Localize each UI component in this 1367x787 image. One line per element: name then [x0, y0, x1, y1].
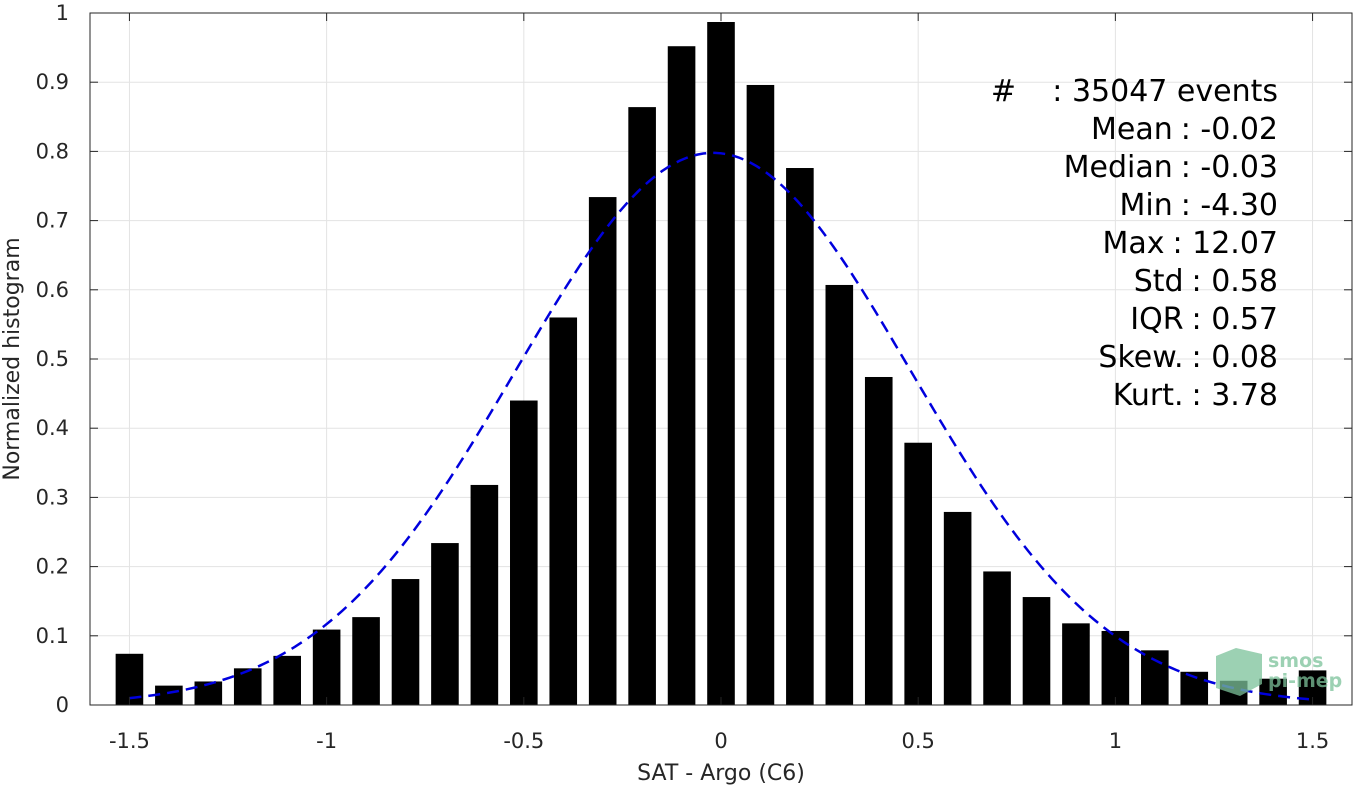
x-tick-label: -1	[316, 729, 337, 753]
histogram-bar	[1022, 597, 1051, 705]
histogram-bar	[628, 107, 656, 705]
logo-text-line1: smos	[1268, 650, 1323, 672]
histogram-bar	[233, 668, 262, 705]
histogram-bar	[352, 617, 380, 705]
x-axis-label: SAT - Argo (C6)	[637, 761, 805, 786]
y-axis-label: Normalized histogram	[0, 237, 25, 480]
histogram-bar	[510, 400, 538, 705]
stat-key: Kurt.	[1113, 378, 1184, 413]
y-tick-label: 0.7	[36, 209, 69, 233]
stat-value: : 3.78	[1192, 378, 1278, 413]
histogram-bar	[194, 681, 223, 705]
histogram-bar	[1062, 623, 1090, 705]
histogram-bar	[983, 571, 1011, 705]
stat-key: Std	[1134, 264, 1184, 299]
histogram-bar	[470, 484, 499, 705]
stat-key: IQR	[1130, 302, 1183, 337]
x-tick-label: -0.5	[503, 729, 544, 753]
histogram-bar	[904, 442, 932, 705]
logo-mark	[1216, 648, 1262, 696]
stat-key: Min	[1120, 188, 1173, 223]
histogram-bar	[391, 579, 420, 705]
stat-key: Median	[1064, 150, 1173, 185]
histogram-bar	[549, 317, 578, 705]
y-tick-label: 0.3	[36, 485, 69, 509]
y-tick-label: 0.8	[36, 139, 69, 163]
histogram-bar	[431, 543, 459, 705]
stat-value: : 35047 events	[1052, 74, 1278, 109]
stat-value: : 12.07	[1172, 226, 1278, 261]
stat-value: : 0.08	[1192, 340, 1278, 375]
smos-pi-mep-logo: smos pi-mep	[1216, 648, 1342, 696]
stat-value: : -0.02	[1181, 112, 1278, 147]
logo-text-line2: pi-mep	[1268, 670, 1342, 692]
x-tick-label: 1	[1109, 729, 1122, 753]
x-tick-labels: -1.5 -1 -0.5 0 0.5 1 1.5	[109, 729, 1329, 753]
y-tick-label: 0.4	[36, 416, 69, 440]
histogram-bar	[864, 376, 893, 705]
y-tick-label: 1	[56, 1, 69, 25]
histogram-bar	[746, 84, 775, 705]
y-tick-label: 0.9	[36, 70, 69, 94]
stat-key: Mean	[1091, 112, 1173, 147]
histogram-bar	[312, 629, 341, 705]
x-tick-label: 1.5	[1296, 729, 1329, 753]
histogram-bar	[1141, 650, 1169, 705]
stat-value: : 0.57	[1192, 302, 1278, 337]
x-tick-label: 0	[714, 729, 727, 753]
stat-key: Max	[1102, 226, 1164, 261]
histogram-bar	[273, 655, 301, 705]
stat-value: : 0.58	[1192, 264, 1278, 299]
axis-ticks	[90, 12, 1352, 706]
histogram-bars	[115, 21, 1327, 706]
histogram-bar	[667, 46, 696, 705]
y-tick-label: 0.2	[36, 555, 69, 579]
histogram-bar	[825, 284, 854, 705]
x-tick-label: -1.5	[109, 729, 150, 753]
histogram-bar	[1259, 678, 1287, 705]
histogram-bar	[943, 511, 972, 705]
y-tick-label: 0	[56, 693, 69, 717]
stat-key: #	[991, 74, 1016, 109]
y-tick-labels: 0 0.1 0.2 0.3 0.4 0.5 0.6 0.7 0.8 0.9 1	[36, 1, 69, 717]
histogram-bar	[786, 168, 814, 705]
stat-key: Skew.	[1098, 340, 1183, 375]
histogram-bar	[707, 21, 735, 706]
gaussian-fit-curve	[129, 151, 1313, 701]
y-tick-label: 0.5	[36, 347, 69, 371]
x-tick-label: 0.5	[901, 729, 934, 753]
y-tick-label: 0.6	[36, 278, 69, 302]
y-tick-label: 0.1	[36, 624, 69, 648]
stat-value: : -4.30	[1181, 188, 1278, 223]
stat-value: : -0.03	[1181, 150, 1278, 185]
histogram-bar	[588, 197, 617, 705]
